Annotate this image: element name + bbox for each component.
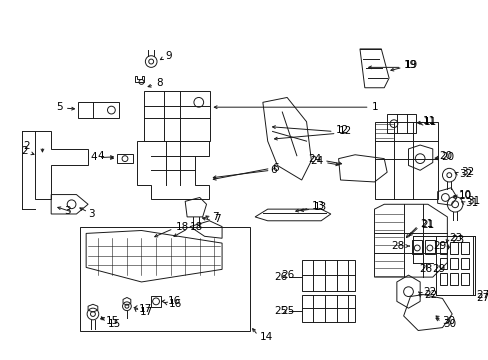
Text: 11: 11 xyxy=(423,117,436,127)
Bar xyxy=(151,296,161,307)
Text: 10: 10 xyxy=(458,190,471,201)
Bar xyxy=(460,273,468,285)
Text: 25: 25 xyxy=(273,306,286,316)
Bar xyxy=(460,242,468,254)
Bar xyxy=(439,258,447,269)
Bar xyxy=(117,154,132,163)
Text: 27: 27 xyxy=(475,289,488,300)
Bar xyxy=(374,122,437,199)
Text: 22: 22 xyxy=(422,287,435,297)
Text: 17: 17 xyxy=(139,307,152,317)
Text: 27: 27 xyxy=(475,293,488,303)
Text: 14: 14 xyxy=(260,332,273,342)
Text: 12: 12 xyxy=(338,126,351,136)
Text: 30: 30 xyxy=(442,316,455,326)
Text: 19: 19 xyxy=(404,60,417,71)
Text: 28: 28 xyxy=(418,264,431,274)
Text: 1: 1 xyxy=(371,102,377,112)
Text: 26: 26 xyxy=(273,272,286,282)
Text: 23: 23 xyxy=(450,235,464,245)
Text: 13: 13 xyxy=(313,202,326,212)
Text: 24: 24 xyxy=(309,156,323,166)
Bar xyxy=(439,242,447,254)
Text: 20: 20 xyxy=(439,151,452,161)
Text: 28: 28 xyxy=(390,241,404,251)
Text: 18: 18 xyxy=(190,222,203,231)
Text: 6: 6 xyxy=(270,165,277,175)
Text: 21: 21 xyxy=(420,220,433,230)
Text: 31: 31 xyxy=(464,198,477,208)
Text: 4: 4 xyxy=(98,151,104,161)
Text: 16: 16 xyxy=(167,296,181,306)
Bar xyxy=(439,273,447,285)
Text: 18: 18 xyxy=(175,222,188,231)
Text: 21: 21 xyxy=(419,219,432,229)
Text: 6: 6 xyxy=(272,163,279,174)
Bar xyxy=(449,258,457,269)
Text: 29: 29 xyxy=(432,241,445,251)
Bar xyxy=(460,258,468,269)
Text: 12: 12 xyxy=(335,125,348,135)
Text: 30: 30 xyxy=(443,319,456,329)
Text: 15: 15 xyxy=(105,316,119,326)
Bar xyxy=(144,91,210,141)
Text: 2: 2 xyxy=(23,141,30,151)
Text: 17: 17 xyxy=(138,304,151,314)
Text: 16: 16 xyxy=(168,299,182,309)
Text: 32: 32 xyxy=(458,169,471,179)
Text: 19: 19 xyxy=(403,60,416,71)
Text: 9: 9 xyxy=(165,51,172,61)
Text: 3: 3 xyxy=(64,206,70,216)
Bar xyxy=(78,102,119,118)
Text: 24: 24 xyxy=(307,154,321,164)
Text: 7: 7 xyxy=(212,212,219,222)
Text: 7: 7 xyxy=(214,214,221,224)
Text: 2: 2 xyxy=(21,146,28,156)
Text: 4: 4 xyxy=(90,152,97,162)
Text: 20: 20 xyxy=(441,152,454,162)
Bar xyxy=(449,273,457,285)
Text: 31: 31 xyxy=(466,196,479,206)
Text: 13: 13 xyxy=(311,201,324,211)
Text: 32: 32 xyxy=(460,167,473,177)
Bar xyxy=(301,260,354,291)
Text: 11: 11 xyxy=(422,116,435,126)
Bar xyxy=(301,294,354,322)
Text: 15: 15 xyxy=(107,319,121,329)
Bar xyxy=(80,226,250,332)
Bar xyxy=(449,242,457,254)
Bar xyxy=(386,114,415,134)
Text: 5: 5 xyxy=(56,102,63,112)
Bar xyxy=(435,236,471,294)
Text: 23: 23 xyxy=(448,233,462,243)
Text: 8: 8 xyxy=(156,78,163,88)
Text: 22: 22 xyxy=(423,289,436,300)
Bar xyxy=(411,240,421,254)
Text: 26: 26 xyxy=(281,270,294,280)
Bar xyxy=(424,240,434,254)
Text: 29: 29 xyxy=(431,264,444,274)
Text: 25: 25 xyxy=(281,306,294,316)
Text: 10: 10 xyxy=(458,190,471,199)
Text: 3: 3 xyxy=(88,209,95,219)
